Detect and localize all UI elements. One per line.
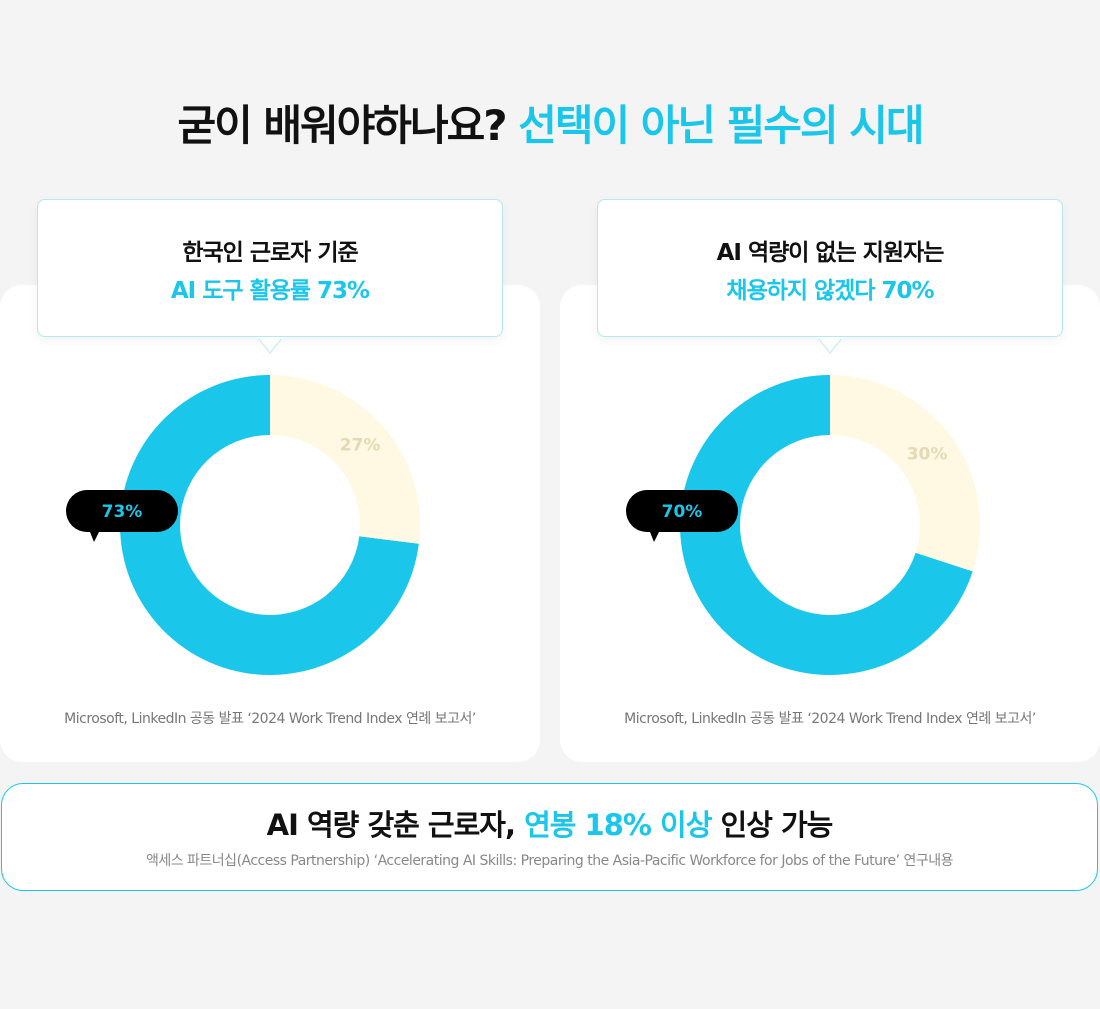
pointer-cover <box>257 337 283 339</box>
pointer-cover <box>817 337 843 339</box>
callout-subtitle: 채용하지 않겠다 70% <box>726 278 934 304</box>
banner-tail: 인상 가능 <box>720 808 834 842</box>
donut-segment <box>270 375 420 544</box>
chart-source: Microsoft, LinkedIn 공동 발표 ‘2024 Work Tre… <box>624 711 1036 727</box>
value-label: 27% <box>340 436 381 456</box>
donut-segment <box>680 375 973 675</box>
donut-chart: 73% 27% <box>66 337 420 675</box>
banner: AI 역량 갖춘 근로자, 연봉 18% 이상 인상 가능 액세스 파트너십(A… <box>1 783 1098 891</box>
label-bubble <box>66 490 178 542</box>
value-label: 70% <box>662 502 703 522</box>
callout-title: 한국인 근로자 기준 <box>182 240 358 266</box>
banner-lead: AI 역량 갖춘 근로자, <box>266 808 516 842</box>
value-label: 73% <box>102 502 143 522</box>
chart-source: Microsoft, LinkedIn 공동 발표 ‘2024 Work Tre… <box>64 711 476 727</box>
donut-chart: 70% 30% <box>626 337 980 675</box>
banner-source: 액세스 파트너십(Access Partnership) ‘Accelerati… <box>145 853 954 869</box>
banner-highlight: 연봉 18% 이상 <box>524 808 712 842</box>
callout: 한국인 근로자 기준 AI 도구 활용률 73% <box>37 199 503 337</box>
value-label: 30% <box>907 444 948 464</box>
title-highlight: 선택이 아닌 필수의 시대 <box>518 101 924 150</box>
page-title: 굳이 배워야하나요? 선택이 아닌 필수의 시대 <box>0 92 1100 153</box>
banner-title: AI 역량 갖춘 근로자, 연봉 18% 이상 인상 가능 <box>2 802 1097 844</box>
callout-pointer <box>256 337 284 354</box>
callout-subtitle: AI 도구 활용률 73% <box>170 278 370 304</box>
callout-pointer <box>816 337 844 354</box>
label-bubble <box>626 490 738 542</box>
title-lead: 굳이 배워야하나요? <box>177 101 507 150</box>
donut-segment <box>119 375 419 675</box>
donut-segment <box>830 375 980 572</box>
callout-title: AI 역량이 없는 지원자는 <box>716 240 945 266</box>
